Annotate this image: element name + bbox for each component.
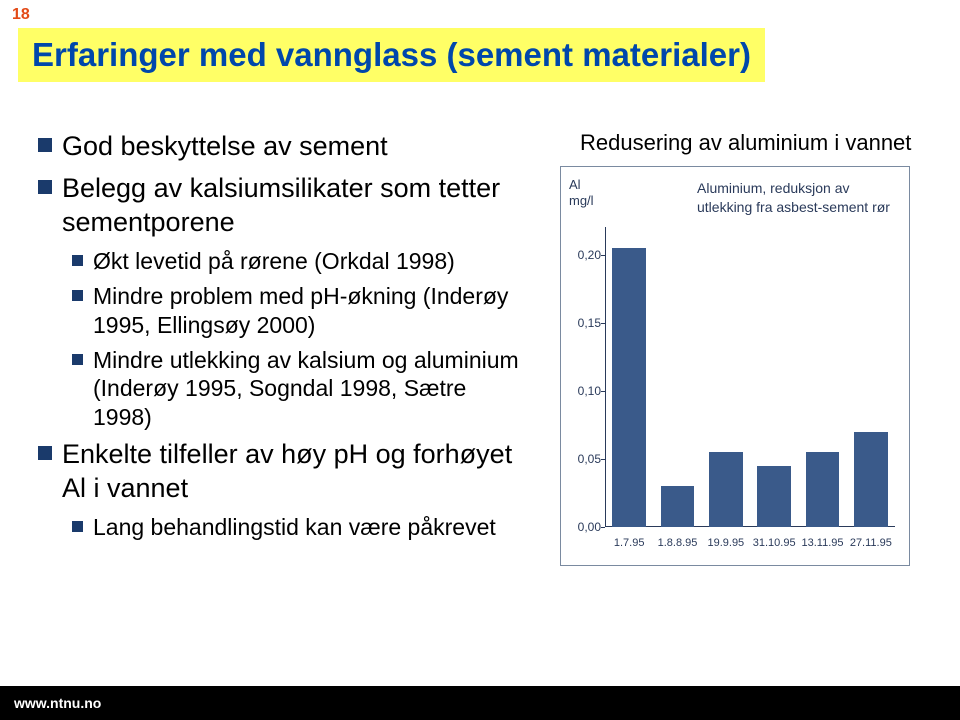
x-tick-label: 27.11.95 [850,537,892,549]
bullet-marker [38,446,52,460]
bullet-marker [72,255,83,266]
y-axis-unit: mg/l [569,193,594,208]
bullet-text: Mindre problem med pH-økning (Inderøy 19… [93,282,528,340]
y-tick-mark [601,459,605,460]
bullet-marker [72,290,83,301]
chart-caption: Redusering av aluminium i vannet [580,130,930,156]
bullet-level-1: God beskyttelse av sement [38,130,528,164]
x-axis [605,526,895,527]
bullet-text: Mindre utlekking av kalsium og aluminium… [93,346,528,432]
x-tick-label: 31.10.95 [753,537,796,549]
bar [806,452,840,527]
y-tick-mark [601,391,605,392]
bar [612,248,646,528]
bullet-level-2: Mindre problem med pH-økning (Inderøy 19… [72,282,528,340]
bullet-list: God beskyttelse av sement Belegg av kalsi… [38,130,528,548]
bullet-level-2: Økt levetid på rørene (Orkdal 1998) [72,247,528,276]
bar [661,486,695,527]
bullet-marker [38,138,52,152]
y-tick-label: 0,10 [567,384,601,398]
bullet-text: Belegg av kalsiumsilikater som tetter se… [62,172,528,240]
footer: www.ntnu.no [0,686,960,720]
x-tick-label: 1.7.95 [614,537,645,549]
footer-text: www.ntnu.no [14,695,101,711]
bullet-text: Økt levetid på rørene (Orkdal 1998) [93,247,455,276]
bullet-text: Enkelte tilfeller av høy pH og forhøyet … [62,438,528,506]
bar-chart: Al mg/l Aluminium, reduksjon av utlekkin… [560,166,910,566]
y-tick-label: 0,00 [567,520,601,534]
bar [757,466,791,527]
chart-inside-title: Aluminium, reduksjon av utlekking fra as… [697,179,897,215]
y-axis-label: Al [569,177,581,192]
x-tick-label: 19.9.95 [707,537,744,549]
plot-area: 0,000,050,100,150,201.7.951.8.8.9519.9.9… [605,227,895,527]
y-axis [605,227,606,527]
bullet-level-2: Lang behandlingstid kan være påkrevet [72,513,528,542]
y-tick-label: 0,20 [567,248,601,262]
bullet-text: Lang behandlingstid kan være påkrevet [93,513,496,542]
bullet-marker [38,180,52,194]
slide-title: Erfaringer med vannglass (sement materia… [18,28,765,82]
bullet-text: God beskyttelse av sement [62,130,388,164]
bar [709,452,743,527]
y-tick-label: 0,05 [567,452,601,466]
y-tick-mark [601,323,605,324]
x-tick-label: 13.11.95 [801,537,843,549]
bullet-level-1: Enkelte tilfeller av høy pH og forhøyet … [38,438,528,506]
y-tick-mark [601,527,605,528]
x-tick-label: 1.8.8.95 [658,537,698,549]
y-tick-mark [601,255,605,256]
y-tick-label: 0,15 [567,316,601,330]
bullet-marker [72,354,83,365]
bar [854,432,888,527]
bullet-level-1: Belegg av kalsiumsilikater som tetter se… [38,172,528,240]
bullet-level-2: Mindre utlekking av kalsium og aluminium… [72,346,528,432]
page-number: 18 [12,6,30,24]
bullet-marker [72,521,83,532]
chart-region: Redusering av aluminium i vannet Al mg/l… [560,130,930,566]
